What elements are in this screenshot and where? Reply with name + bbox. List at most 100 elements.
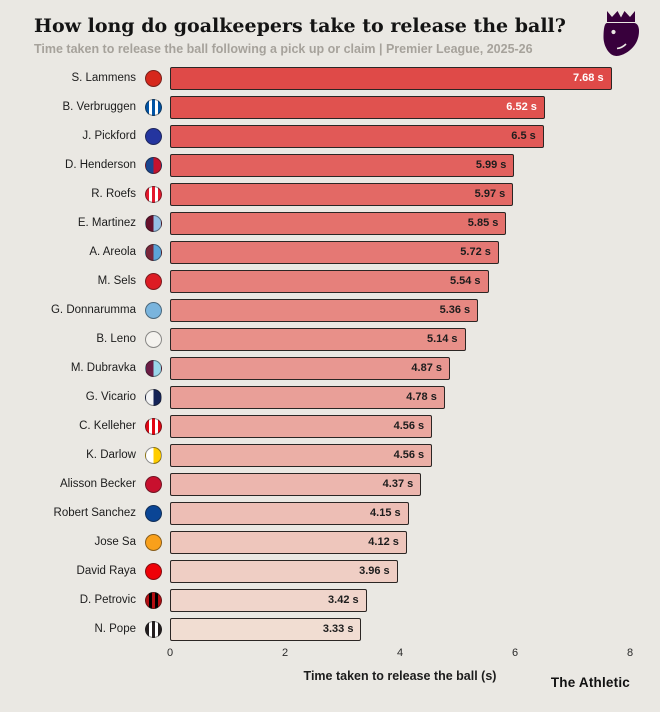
bar-track: 4.56 s bbox=[170, 443, 630, 467]
fulham-crest-icon bbox=[145, 330, 162, 348]
value-label: 6.5 s bbox=[511, 130, 536, 143]
chart-row: Alisson Becker 4.37 s bbox=[34, 470, 630, 499]
bar-track: 4.37 s bbox=[170, 472, 630, 496]
value-label: 7.68 s bbox=[573, 72, 604, 85]
manchester-united-crest-icon bbox=[145, 69, 162, 87]
bar: 4.78 s bbox=[170, 385, 445, 409]
crystal-palace-crest-icon bbox=[145, 156, 162, 174]
chart-row: M. Dubravka 4.87 s bbox=[34, 354, 630, 383]
chart-row: S. Lammens 7.68 s bbox=[34, 64, 630, 93]
bar-track: 5.99 s bbox=[170, 153, 630, 177]
burnley-crest-icon bbox=[145, 359, 162, 377]
value-label: 5.14 s bbox=[426, 333, 458, 346]
bar: 7.68 s bbox=[170, 66, 612, 90]
goalkeeper-name: A. Areola bbox=[89, 246, 136, 259]
manchester-city-crest-icon bbox=[145, 301, 162, 319]
bar-track: 4.12 s bbox=[170, 530, 630, 554]
goalkeeper-name: M. Dubravka bbox=[70, 362, 136, 375]
bar-track: 4.56 s bbox=[170, 414, 630, 438]
x-tick-label: 2 bbox=[281, 646, 289, 659]
x-axis: 0 2 4 6 8 bbox=[34, 646, 634, 663]
goalkeeper-name: Robert Sanchez bbox=[53, 507, 136, 520]
bar-chart: S. Lammens 7.68 s B. Verbruggen 6.52 s J. Pi… bbox=[34, 64, 634, 683]
chart-row: G. Donnarumma 5.36 s bbox=[34, 296, 630, 325]
goalkeeper-name: Alisson Becker bbox=[59, 478, 136, 491]
chelsea-crest-icon bbox=[145, 504, 162, 522]
the-athletic-wordmark: The Athletic bbox=[550, 675, 630, 690]
x-tick-label: 6 bbox=[511, 646, 519, 659]
value-label: 4.87 s bbox=[411, 362, 443, 375]
page-title: How long do goalkeepers take to release … bbox=[34, 15, 566, 37]
chart-row: D. Henderson 5.99 s bbox=[34, 151, 630, 180]
value-label: 3.96 s bbox=[359, 565, 390, 578]
bar: 3.42 s bbox=[170, 588, 367, 612]
value-label: 4.12 s bbox=[368, 536, 399, 549]
bar-track: 6.52 s bbox=[170, 95, 630, 119]
chart-row: E. Martinez 5.85 s bbox=[34, 209, 630, 238]
goalkeeper-name: N. Pope bbox=[94, 623, 136, 636]
sunderland-crest-icon bbox=[145, 185, 162, 203]
bar: 5.85 s bbox=[170, 211, 507, 235]
goalkeeper-name: J. Pickford bbox=[82, 130, 136, 143]
goalkeeper-name: B. Leno bbox=[96, 333, 136, 346]
premier-league-logo-icon bbox=[603, 11, 639, 56]
goalkeeper-name: E. Martinez bbox=[77, 217, 136, 230]
page-subtitle: Time taken to release the ball following… bbox=[34, 41, 533, 56]
value-label: 4.78 s bbox=[406, 391, 437, 404]
bar-track: 3.42 s bbox=[170, 588, 630, 612]
bar: 5.99 s bbox=[170, 153, 515, 177]
goalkeeper-name: G. Donnarumma bbox=[50, 304, 136, 317]
value-label: 5.72 s bbox=[460, 246, 491, 259]
chart-row: M. Sels 5.54 s bbox=[34, 267, 630, 296]
bar-track: 6.5 s bbox=[170, 124, 630, 148]
brighton-crest-icon bbox=[145, 98, 162, 116]
tottenham-crest-icon bbox=[145, 388, 162, 406]
goalkeeper-name: D. Petrovic bbox=[79, 594, 136, 607]
bar: 4.12 s bbox=[170, 530, 407, 554]
bar: 4.15 s bbox=[170, 501, 409, 525]
bar: 6.5 s bbox=[170, 124, 544, 148]
goalkeeper-name: K. Darlow bbox=[86, 449, 136, 462]
value-label: 5.36 s bbox=[439, 304, 471, 317]
goalkeeper-name: B. Verbruggen bbox=[62, 101, 136, 114]
value-label: 5.85 s bbox=[467, 217, 499, 230]
wolves-crest-icon bbox=[145, 533, 162, 551]
axis-spacer bbox=[34, 647, 170, 663]
goalkeeper-name: M. Sels bbox=[97, 275, 136, 288]
value-label: 3.42 s bbox=[328, 594, 359, 607]
bar-track: 7.68 s bbox=[170, 66, 630, 90]
bar-track: 3.33 s bbox=[170, 617, 630, 641]
x-tick-label: 8 bbox=[626, 646, 634, 659]
liverpool-crest-icon bbox=[145, 475, 162, 493]
bar-track: 5.54 s bbox=[170, 269, 630, 293]
goalkeeper-name: D. Henderson bbox=[65, 159, 136, 172]
bar: 4.37 s bbox=[170, 472, 422, 496]
chart-row: A. Areola 5.72 s bbox=[34, 238, 630, 267]
bar-track: 4.78 s bbox=[170, 385, 630, 409]
newcastle-crest-icon bbox=[145, 620, 162, 638]
goalkeeper-name: Jose Sa bbox=[94, 536, 136, 549]
value-label: 5.99 s bbox=[475, 159, 507, 172]
value-label: 5.97 s bbox=[474, 188, 506, 201]
x-tick-label: 4 bbox=[396, 646, 404, 659]
nottingham-forest-crest-icon bbox=[145, 272, 162, 290]
value-label: 4.15 s bbox=[370, 507, 401, 520]
arsenal-crest-icon bbox=[145, 562, 162, 580]
bar: 6.52 s bbox=[170, 95, 545, 119]
chart-row: David Raya 3.96 s bbox=[34, 557, 630, 586]
chart-row: R. Roefs 5.97 s bbox=[34, 180, 630, 209]
value-label: 3.33 s bbox=[322, 623, 354, 636]
chart-row: K. Darlow 4.56 s bbox=[34, 441, 630, 470]
bar: 4.87 s bbox=[170, 356, 451, 380]
bar: 5.97 s bbox=[170, 182, 514, 206]
chart-row: D. Petrovic 3.42 s bbox=[34, 586, 630, 615]
bar: 4.56 s bbox=[170, 414, 433, 438]
aston-villa-crest-icon bbox=[145, 214, 162, 232]
bar: 3.33 s bbox=[170, 617, 362, 641]
chart-row: B. Leno 5.14 s bbox=[34, 325, 630, 354]
bar: 5.14 s bbox=[170, 327, 466, 351]
bar-track: 5.14 s bbox=[170, 327, 630, 351]
chart-rows: S. Lammens 7.68 s B. Verbruggen 6.52 s J. Pi… bbox=[34, 64, 630, 644]
leeds-united-crest-icon bbox=[145, 446, 162, 464]
